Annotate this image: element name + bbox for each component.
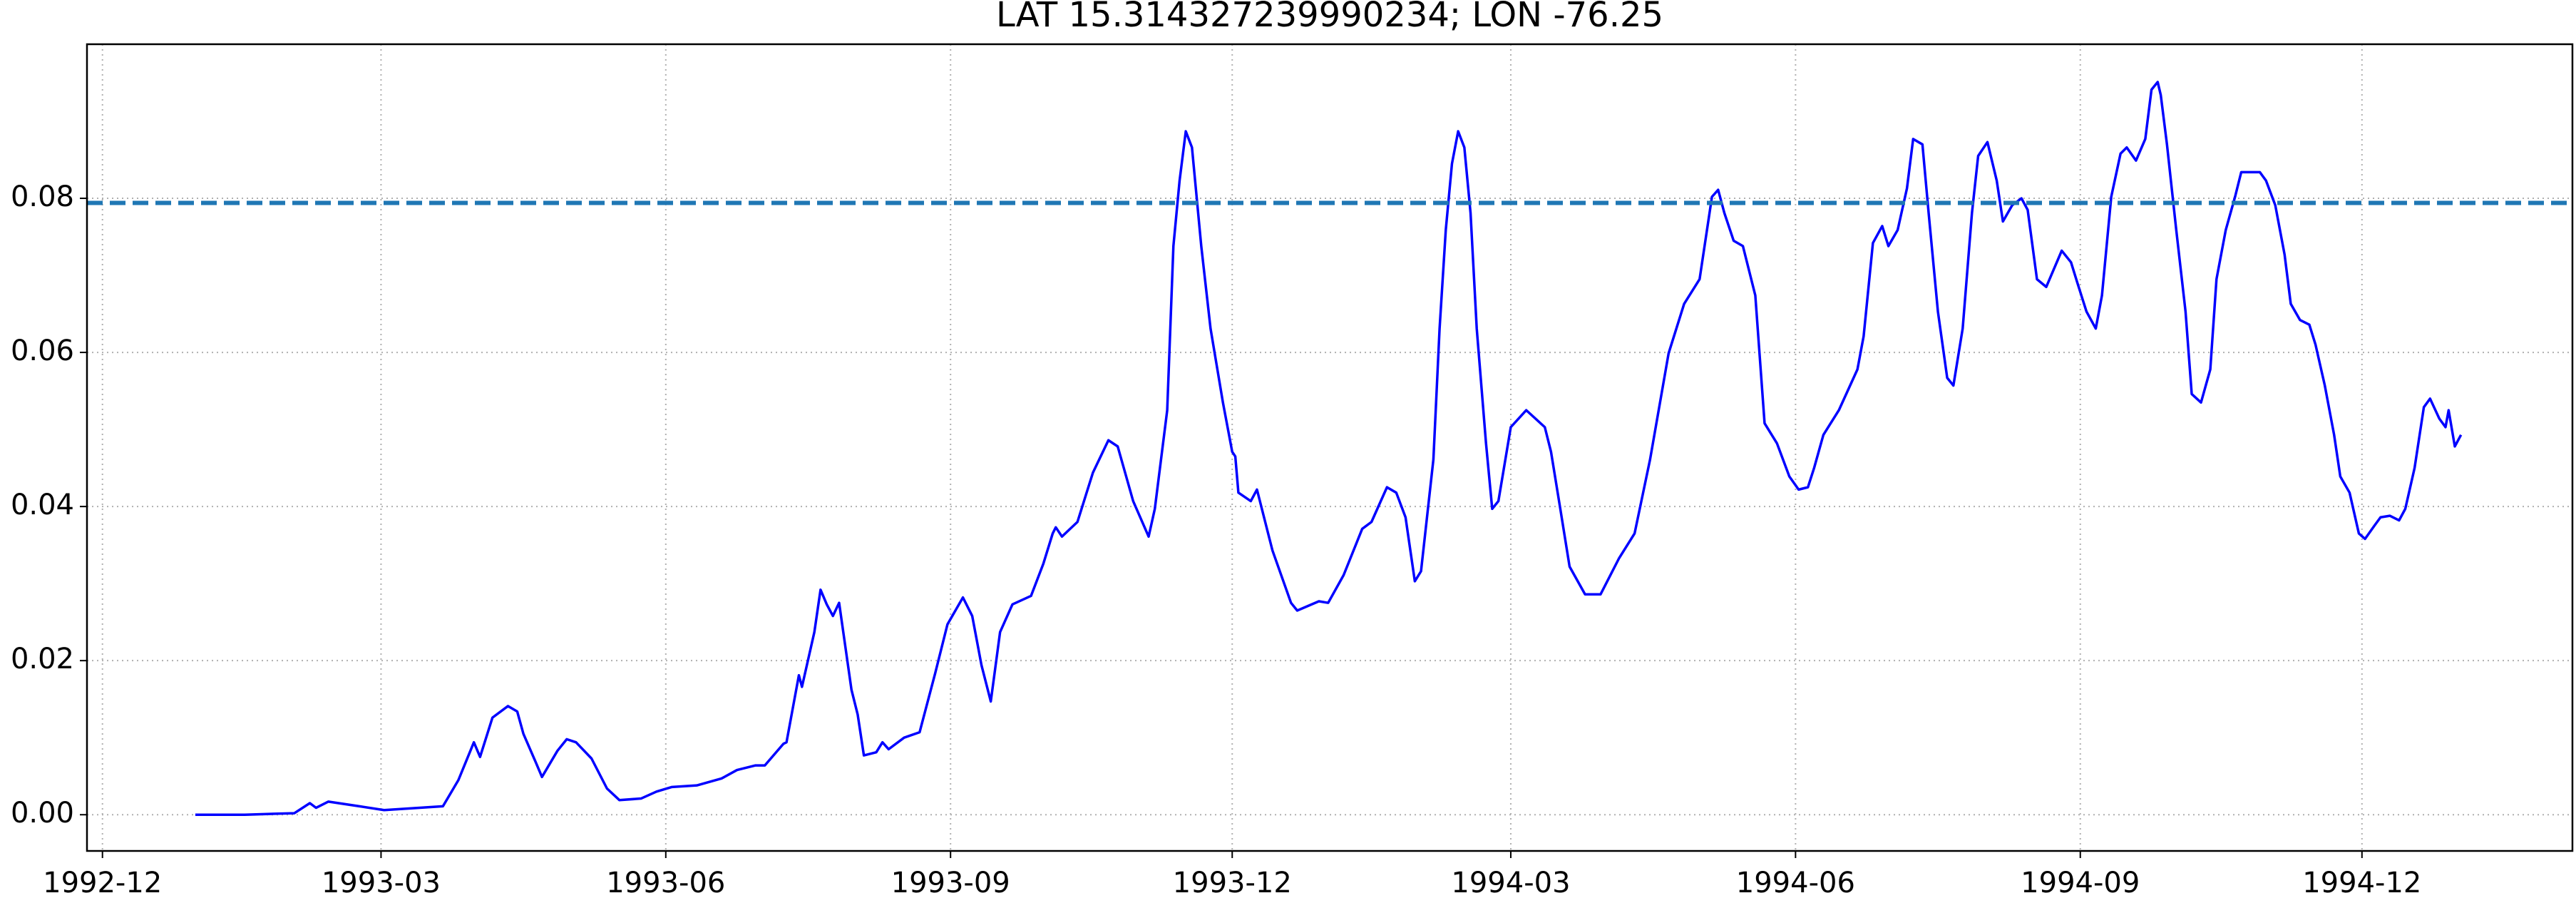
data-line bbox=[195, 81, 2463, 816]
y-tick-label: 0.06 bbox=[11, 335, 74, 367]
y-tick-label: 0.02 bbox=[11, 643, 74, 675]
x-tick-label: 1993-03 bbox=[322, 867, 441, 899]
y-tick-label: 0.04 bbox=[11, 489, 74, 521]
y-tick-label: 0.08 bbox=[11, 180, 74, 213]
x-tick-label: 1994-06 bbox=[1736, 867, 1855, 899]
x-tick-label: 1993-06 bbox=[606, 867, 725, 899]
x-tick-label: 1994-12 bbox=[2302, 867, 2421, 899]
x-tick-label: 1993-12 bbox=[1173, 867, 1292, 899]
x-tick-label: 1994-09 bbox=[2021, 867, 2140, 899]
x-tick-label: 1994-03 bbox=[1451, 867, 1570, 899]
chart-title: LAT 15.314327239990234; LON -76.25 bbox=[996, 0, 1663, 35]
x-tick-label: 1993-09 bbox=[891, 867, 1010, 899]
plot-frame bbox=[86, 43, 2574, 852]
y-tick-label: 0.00 bbox=[11, 797, 74, 830]
x-tick-label: 1992-12 bbox=[43, 867, 162, 899]
